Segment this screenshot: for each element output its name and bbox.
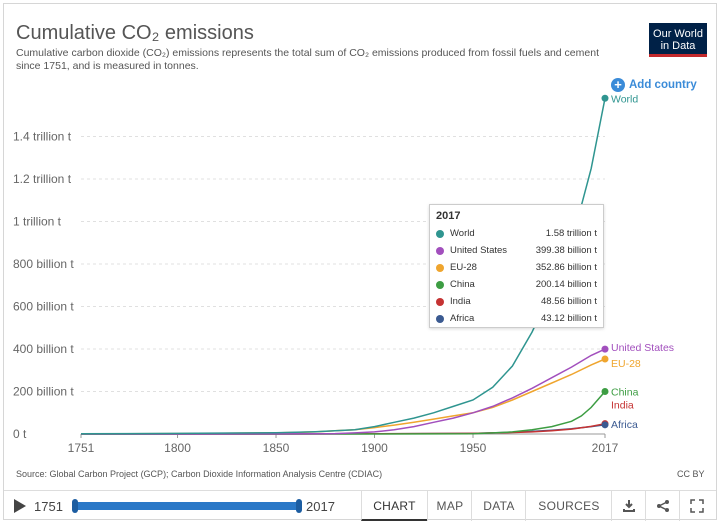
tab-map[interactable]: MAP [427, 491, 472, 521]
y-tick-label: 1.2 trillion t [13, 172, 72, 186]
tooltip-series-value: 352.86 billion t [535, 262, 597, 273]
tooltip-series-name: India [450, 296, 471, 307]
legend-dot-icon [436, 246, 444, 255]
y-tick-label: 800 billion t [13, 257, 74, 271]
tab-sources[interactable]: SOURCES [525, 491, 612, 521]
tooltip-series-name: China [450, 279, 475, 290]
tooltip-series-value: 43.12 billion t [541, 313, 597, 324]
y-tick-label: 600 billion t [13, 300, 74, 314]
timeline-start-year: 1751 [34, 499, 63, 514]
plus-icon: + [611, 78, 625, 92]
series-line-china [81, 391, 606, 435]
chart-subtitle: Cumulative carbon dioxide (CO₂) emission… [16, 47, 599, 72]
x-tick-label: 1800 [164, 441, 191, 455]
series-line-india [81, 422, 606, 435]
tooltip-series-value: 399.38 billion t [535, 245, 597, 256]
tooltip-row: United States 399.38 billion t [436, 242, 597, 259]
x-tick-label: 1950 [460, 441, 487, 455]
x-tick-label: 2017 [592, 441, 619, 455]
series-end-point [601, 345, 609, 353]
y-tick-label: 400 billion t [13, 342, 74, 356]
tooltip-series-value: 200.14 billion t [535, 279, 597, 290]
series-end-label: United States [611, 342, 674, 354]
tooltip-row: China 200.14 billion t [436, 276, 597, 293]
tooltip-year: 2017 [436, 210, 461, 222]
owid-logo[interactable]: Our World in Data [649, 23, 707, 57]
series-end-point [601, 355, 609, 363]
tooltip-row: EU-28 352.86 billion t [436, 259, 597, 276]
tooltip-series-value: 48.56 billion t [541, 296, 597, 307]
series-end-label: India [611, 400, 634, 412]
series-end-point [601, 387, 609, 395]
tooltip-series-name: United States [450, 245, 508, 256]
x-tick-label: 1850 [263, 441, 290, 455]
chart-frame: Cumulative CO₂ emissions Cumulative carb… [3, 3, 717, 521]
logo-line-2: in Data [660, 40, 696, 52]
tooltip-series-value: 1.58 trillion t [545, 228, 597, 239]
legend-dot-icon [436, 280, 444, 289]
tooltip-series-name: EU-28 [450, 262, 477, 273]
control-bar: 1751 2017 CHART MAP DATA SOURCES [4, 490, 716, 521]
tooltip-series-name: Africa [450, 313, 475, 324]
series-end-label: Africa [611, 419, 638, 431]
chart-title: Cumulative CO₂ emissions [16, 22, 254, 44]
logo-line-1: Our World [653, 28, 703, 40]
series-end-label: EU-28 [611, 358, 641, 370]
tab-data[interactable]: DATA [471, 491, 526, 521]
tab-chart[interactable]: CHART [361, 491, 427, 521]
line-chart[interactable]: 0 t 200 billion t 400 billion t 600 billion… [4, 4, 716, 484]
tooltip-row: Africa 43.12 billion t [436, 310, 597, 327]
series-end-point [601, 421, 609, 429]
legend-dot-icon [436, 263, 444, 272]
y-tick-label: 1 trillion t [13, 215, 62, 229]
source-note: Source: Global Carbon Project (GCP); Car… [16, 469, 383, 479]
share-icon[interactable] [645, 491, 680, 521]
series-end-label: China [611, 386, 639, 398]
play-icon[interactable] [14, 499, 26, 513]
series-end-label: World [611, 93, 638, 105]
series-end-point [601, 94, 609, 102]
add-country-button[interactable]: + Add country [611, 78, 697, 92]
y-tick-label: 200 billion t [13, 385, 74, 399]
tooltip-series-name: World [450, 228, 475, 239]
x-tick-label: 1751 [68, 441, 95, 455]
legend-dot-icon [436, 297, 444, 306]
timeline-start-handle[interactable] [72, 499, 78, 513]
series-line-united-states [81, 348, 606, 435]
series-line-eu-28 [80, 358, 606, 435]
license-link[interactable]: CC BY [677, 469, 705, 479]
legend-dot-icon [436, 229, 444, 238]
legend-dot-icon [436, 314, 444, 323]
fullscreen-icon[interactable] [679, 491, 714, 521]
tooltip-row: World 1.58 trillion t [436, 225, 597, 242]
timeline-end-handle[interactable] [296, 499, 302, 513]
y-tick-label: 0 t [13, 427, 27, 441]
tooltip-row: India 48.56 billion t [436, 293, 597, 310]
y-tick-label: 1.4 trillion t [13, 130, 72, 144]
download-icon[interactable] [611, 491, 646, 521]
hover-tooltip: 2017 World 1.58 trillion t United States 39… [429, 204, 604, 328]
timeline-end-year: 2017 [306, 499, 335, 514]
add-country-label: Add country [629, 79, 697, 91]
x-tick-label: 1900 [361, 441, 388, 455]
timeline-slider[interactable] [72, 499, 302, 513]
